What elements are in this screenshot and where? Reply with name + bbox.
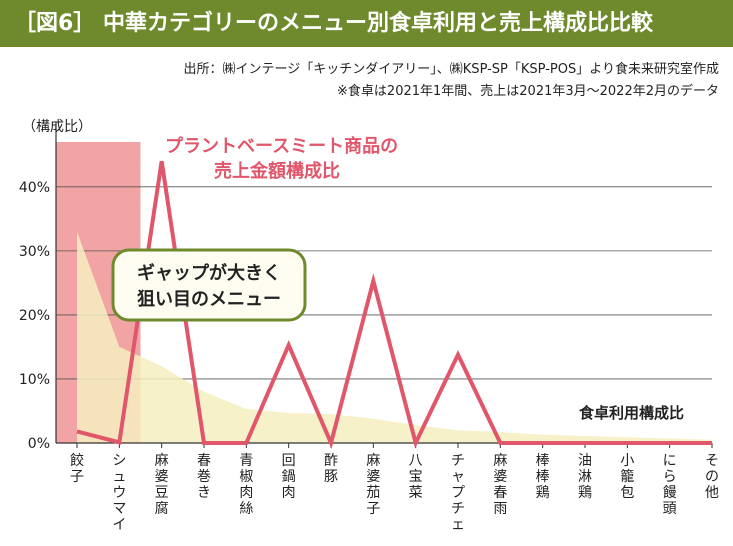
x-category-char: 棒: [536, 469, 550, 485]
callout-line: 狙い目のメニュー: [137, 288, 281, 310]
x-category-char: に: [663, 453, 677, 469]
x-category-char: 鍋: [282, 469, 296, 485]
x-category-char: 茄: [366, 484, 380, 501]
x-category-char: 春: [197, 453, 211, 469]
x-category-char: 婆: [493, 469, 507, 485]
x-category-char: チ: [451, 501, 465, 517]
x-category-char: マ: [112, 501, 126, 517]
x-category-char: 包: [620, 485, 634, 501]
x-category-char: ウ: [112, 485, 126, 501]
source-note: 出所：㈱インテージ「キッチンダイアリー」、㈱KSP-SP「KSP-POS」より食…: [183, 62, 719, 77]
x-category-char: 肉: [282, 485, 296, 501]
x-category-char: 頭: [663, 501, 677, 517]
line-series-label: プラントベースミート商品の売上金額構成比: [165, 135, 398, 182]
y-tick-label: 0%: [28, 436, 50, 452]
x-category-label: 麻婆豆腐: [155, 453, 169, 517]
x-category-char: 菜: [409, 485, 423, 501]
x-category-char: 淋: [578, 469, 592, 485]
x-category-label: 春巻き: [197, 453, 211, 501]
x-category-char: 麻: [366, 453, 380, 469]
x-category-char: ら: [663, 469, 677, 485]
x-category-char: 春: [493, 485, 507, 501]
x-category-char: 絲: [239, 501, 253, 517]
x-category-char: 回: [282, 453, 296, 469]
x-category-label: にら饅頭: [663, 453, 677, 517]
x-category-char: き: [197, 485, 211, 501]
y-tick-label: 10%: [19, 372, 50, 388]
x-category-char: 巻: [197, 469, 211, 485]
x-category-char: 肉: [239, 485, 253, 501]
x-category-label: 麻婆春雨: [493, 453, 507, 517]
x-category-char: 餃: [70, 452, 84, 469]
x-category-char: ュ: [112, 469, 126, 485]
period-note: ※食卓は2021年1年間、売上は2021年3月〜2022年2月のデータ: [337, 84, 719, 99]
y-tick-label: 30%: [19, 244, 50, 260]
x-category-char: 小: [620, 453, 634, 469]
x-category-char: 油: [578, 453, 592, 469]
x-category-char: 麻: [155, 453, 169, 469]
x-category-char: 雨: [493, 501, 507, 517]
x-category-char: 椒: [239, 469, 253, 485]
x-category-char: 鶏: [578, 485, 592, 501]
x-category-label: その他: [705, 453, 719, 501]
x-category-label: 酢豚: [324, 453, 338, 485]
callout-line: ギャップが大きく: [137, 262, 281, 284]
x-category-char: 麻: [493, 453, 507, 469]
callout-box: [111, 248, 307, 322]
x-category-char: そ: [705, 453, 719, 469]
x-category-char: 豚: [324, 469, 338, 485]
line-series-label-line: 売上金額構成比: [214, 160, 340, 182]
y-tick-label: 20%: [19, 308, 50, 324]
x-category-label: 青椒肉絲: [239, 453, 253, 517]
x-category-char: 酢: [324, 453, 338, 469]
page-title: ［図6］ 中華カテゴリーのメニュー別食卓利用と売上構成比比較: [0, 0, 733, 47]
y-axis-label: （構成比）: [22, 119, 92, 135]
x-category-char: の: [705, 469, 719, 485]
x-category-char: イ: [112, 517, 126, 533]
x-category-char: 饅: [663, 484, 677, 501]
x-category-label: 回鍋肉: [282, 453, 296, 501]
x-category-label: 油淋鶏: [578, 453, 592, 501]
x-category-char: 婆: [155, 469, 169, 485]
x-category-label: シュウマイ: [112, 453, 126, 533]
x-category-char: 婆: [366, 469, 380, 485]
x-category-char: プ: [451, 485, 465, 501]
callout-text: ギャップが大きく狙い目のメニュー: [137, 262, 281, 310]
table-usage-area: [77, 231, 712, 443]
x-category-char: 他: [705, 485, 719, 501]
x-category-char: ェ: [451, 517, 465, 533]
x-category-char: チ: [451, 453, 465, 469]
area-table-usage: [77, 231, 712, 443]
x-category-char: ャ: [451, 469, 465, 485]
y-tick-label: 40%: [19, 180, 50, 196]
line-series-label-line: プラントベースミート商品の: [165, 135, 398, 157]
x-category-char: シ: [112, 453, 126, 469]
x-category-char: 腐: [155, 500, 169, 517]
x-category-char: 青: [239, 453, 253, 469]
x-category-label: 棒棒鶏: [536, 453, 550, 501]
x-category-char: 鶏: [536, 485, 550, 501]
area-series-label: 食卓利用構成比: [579, 404, 684, 422]
x-category-label: 八宝菜: [409, 453, 423, 501]
x-category-label: チャプチェ: [451, 453, 465, 533]
x-category-char: 宝: [409, 469, 423, 485]
x-category-char: 子: [70, 469, 84, 485]
x-category-char: 棒: [536, 453, 550, 469]
x-category-char: 子: [366, 501, 380, 517]
x-category-char: 籠: [620, 469, 634, 485]
x-category-char: 豆: [155, 485, 169, 501]
x-category-char: 八: [409, 453, 423, 469]
x-category-label: 小籠包: [620, 453, 634, 501]
x-category-label: 餃子: [70, 452, 84, 485]
x-category-label: 麻婆茄子: [366, 453, 380, 517]
